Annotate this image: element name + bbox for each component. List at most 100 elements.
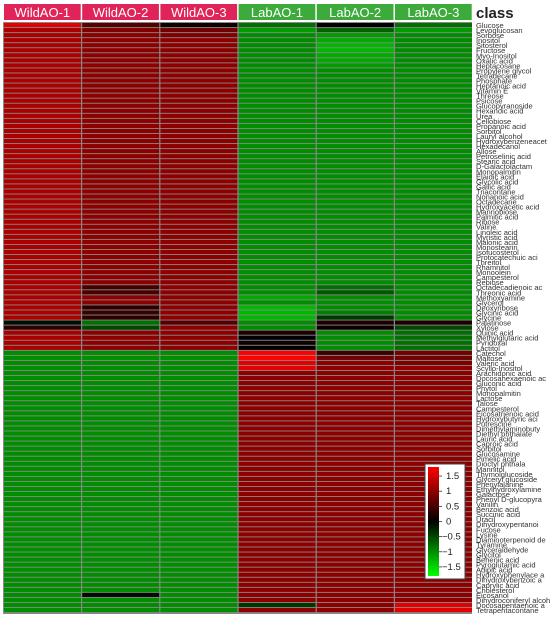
heatmap-cell: [4, 320, 81, 325]
heatmap-cell: [238, 290, 316, 295]
heatmap-cell: [160, 567, 238, 572]
heatmap-cell: [82, 209, 160, 214]
row-label: Pyroglutamic acid: [476, 561, 536, 570]
heatmap-cell: [395, 234, 472, 239]
heatmap-cell: [238, 572, 316, 577]
heatmap-cell: [160, 310, 238, 315]
heatmap-cell: [395, 219, 472, 224]
heatmap-cell: [316, 486, 394, 492]
heatmap-cell: [4, 219, 81, 224]
row-label: Sorbose: [476, 31, 504, 40]
row-label: Linoleic acid: [476, 228, 518, 237]
legend-tick-label: 0: [446, 517, 451, 528]
heatmap-cell: [160, 33, 238, 38]
row-label: Sorbitol: [476, 445, 502, 454]
heatmap-cell: [316, 360, 394, 366]
heatmap-cell: [82, 275, 160, 280]
heatmap-cell: [316, 123, 394, 128]
row-label: Nonanoic acid: [476, 192, 524, 201]
heatmap-cell: [4, 537, 81, 542]
heatmap-cell: [395, 53, 472, 58]
heatmap-cell: [4, 260, 81, 265]
heatmap-cell: [316, 184, 394, 189]
heatmap-cell: [82, 416, 160, 421]
heatmap-cell: [395, 260, 472, 265]
heatmap-cell: [395, 426, 472, 431]
heatmap-cell: [160, 486, 238, 492]
heatmap-cell: [395, 350, 472, 355]
heatmap-cell: [395, 446, 472, 451]
heatmap-cell: [160, 275, 238, 280]
heatmap-cell: [238, 481, 316, 487]
heatmap-cell: [316, 93, 394, 98]
heatmap-cell: [160, 365, 238, 371]
heatmap-cell: [4, 234, 81, 239]
heatmap-cell: [316, 517, 394, 522]
heatmap-cell: [238, 113, 316, 118]
row-label: Benzoic acid: [476, 505, 519, 514]
heatmap-cell: [4, 28, 81, 33]
heatmap-cell: [238, 360, 316, 366]
heatmap-cell: [238, 466, 316, 471]
heatmap-cell: [316, 502, 394, 507]
legend-tick-label: 1: [446, 486, 451, 497]
heatmap-cell: [316, 260, 394, 265]
heatmap-cell: [395, 23, 472, 28]
heatmap-cell: [395, 149, 472, 154]
row-label: Tyramine: [476, 540, 507, 549]
row-label: Cellobiose: [476, 117, 511, 126]
heatmap-cell: [160, 391, 238, 396]
heatmap-cell: [160, 179, 238, 184]
heatmap-cell: [316, 421, 394, 426]
heatmap-cell: [395, 108, 472, 113]
row-label: Triacontane: [476, 187, 516, 196]
heatmap-cell: [160, 280, 238, 285]
heatmap-cell: [4, 149, 81, 154]
heatmap-cell: [4, 416, 81, 421]
row-label: Propylene glycol: [476, 66, 532, 75]
heatmap-cell: [160, 159, 238, 164]
heatmap-cell: [238, 108, 316, 113]
heatmap-cell: [4, 300, 81, 305]
heatmap-cell: [395, 214, 472, 219]
heatmap-cell: [395, 244, 472, 250]
heatmap-cell: [160, 527, 238, 532]
heatmap-cell: [395, 38, 472, 43]
heatmap-cell: [4, 169, 81, 174]
heatmap-cell: [395, 184, 472, 189]
heatmap-cell: [4, 386, 81, 391]
heatmap-cell: [238, 381, 316, 386]
heatmap-cell: [238, 345, 316, 350]
heatmap-cell: [160, 355, 238, 360]
heatmap-cell: [160, 164, 238, 169]
row-label: Diaminoterpenoid de: [476, 535, 546, 544]
heatmap-cell: [395, 189, 472, 194]
heatmap-cell: [4, 103, 81, 108]
legend-gradient: [428, 467, 439, 576]
heatmap-cell: [4, 375, 81, 381]
row-label: Hydroxybutyric aci: [476, 414, 538, 423]
heatmap-cell: [160, 517, 238, 522]
heatmap-cell: [238, 325, 316, 330]
heatmap-cell: [4, 254, 81, 260]
heatmap-cell: [316, 461, 394, 466]
heatmap-cell: [82, 103, 160, 108]
heatmap-cell: [238, 512, 316, 517]
heatmap-cell: [316, 48, 394, 53]
heatmap-cell: [238, 365, 316, 371]
heatmap-cell: [238, 265, 316, 270]
heatmap-cell: [395, 340, 472, 345]
heatmap-cell: [82, 396, 160, 401]
row-label: Psicose: [476, 97, 502, 106]
heatmap-cell: [160, 381, 238, 386]
row-label: Lauric acid: [476, 435, 513, 444]
heatmap-cell: [4, 295, 81, 300]
row-label: Phenyl D-glucopyra: [476, 495, 543, 504]
heatmap-cell: [160, 335, 238, 340]
heatmap-cell: [238, 370, 316, 376]
row-label: Sitosterol: [476, 41, 508, 50]
heatmap-cell: [4, 471, 81, 476]
heatmap-cell: [4, 128, 81, 134]
heatmap-cell: [160, 23, 238, 28]
heatmap-cell: [4, 144, 81, 149]
